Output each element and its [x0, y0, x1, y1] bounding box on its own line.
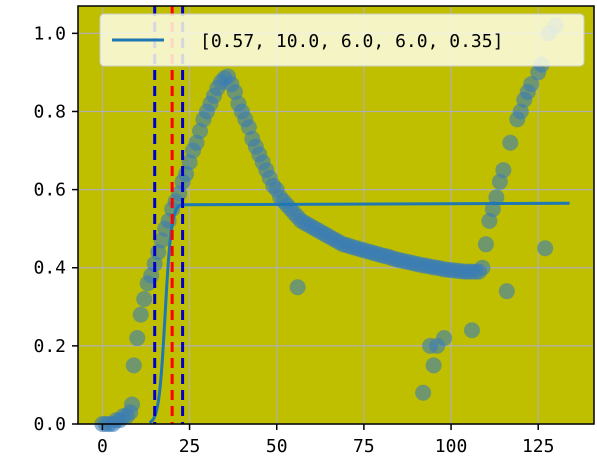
data-point	[124, 396, 141, 413]
data-point	[537, 240, 554, 257]
data-point	[125, 357, 142, 374]
y-tick-label: 0.2	[33, 336, 66, 357]
legend: [0.57, 10.0, 6.0, 6.0, 0.35]	[99, 13, 585, 67]
data-point	[502, 134, 519, 151]
data-point	[132, 306, 149, 323]
axes-frame	[77, 5, 595, 425]
x-tick-label: 100	[435, 436, 468, 457]
fit-line	[148, 201, 570, 424]
data-point	[415, 384, 432, 401]
data-point	[289, 279, 306, 296]
y-tick-label: 0.6	[33, 180, 66, 201]
vertical-lines	[153, 6, 185, 424]
data-point	[495, 162, 512, 179]
data-point	[425, 357, 442, 374]
legend-box	[99, 13, 585, 67]
x-tick-label: 0	[97, 436, 108, 457]
data-point	[129, 330, 146, 347]
data-point	[463, 322, 480, 339]
x-tick-label: 25	[179, 436, 201, 457]
data-point	[474, 259, 491, 276]
data-point	[477, 236, 494, 253]
y-tick-label: 1.0	[33, 23, 66, 44]
legend-label: [0.57, 10.0, 6.0, 6.0, 0.35]	[200, 31, 503, 52]
x-tick-label: 50	[266, 436, 288, 457]
data-point	[488, 189, 505, 206]
data-point	[523, 76, 540, 93]
data-point	[136, 290, 153, 307]
x-tick-label: 125	[522, 436, 555, 457]
data-point	[436, 330, 453, 347]
y-tick-label: 0.0	[33, 414, 66, 435]
y-tick-label: 0.8	[33, 101, 66, 122]
axes: 0 25 50 75 100 125 0.0 0.2 0.4 0.6 0.8 1.0	[33, 5, 595, 457]
fit-line-layer	[148, 201, 570, 424]
data-point	[498, 283, 515, 300]
y-tick-label: 0.4	[33, 258, 66, 279]
x-tick-label: 75	[353, 436, 375, 457]
